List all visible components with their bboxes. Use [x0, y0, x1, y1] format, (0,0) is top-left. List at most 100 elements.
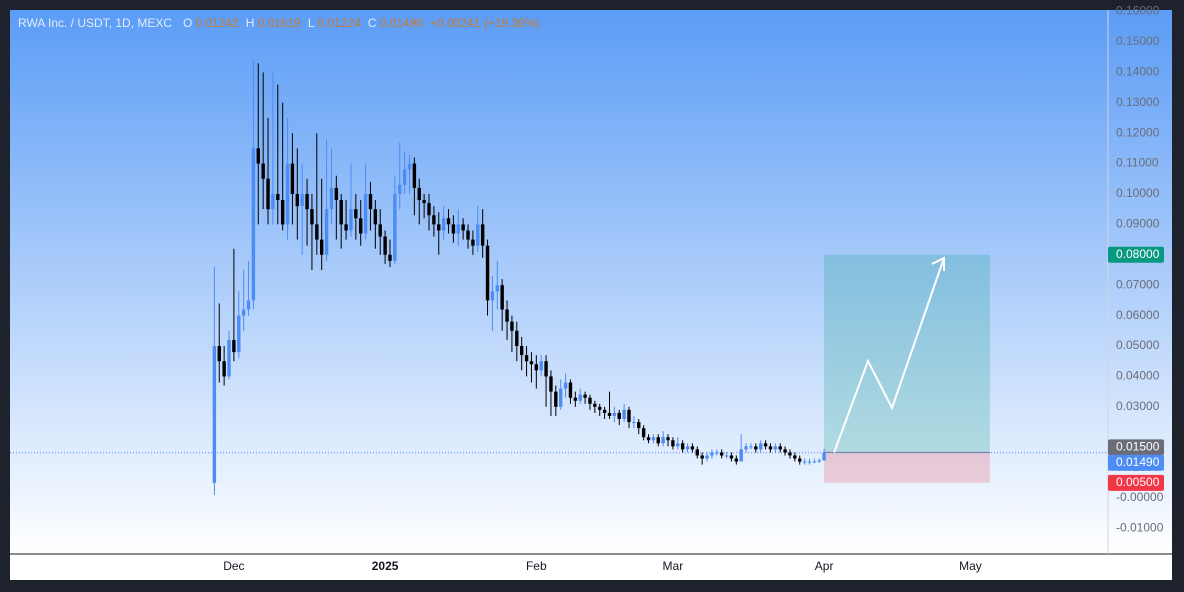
price-label-bg [1108, 454, 1164, 471]
header-text: 0.01619 [257, 16, 301, 30]
candle-body [285, 163, 290, 225]
candle-body [427, 203, 431, 216]
candle-body [749, 446, 753, 448]
candle-body [500, 285, 504, 310]
candle-body [554, 391, 558, 407]
price-label-bg [1108, 474, 1164, 491]
y-tick-label: 0.04000 [1116, 369, 1160, 383]
candle-body [451, 224, 456, 234]
candle-body [641, 428, 646, 438]
candle-body [232, 339, 236, 353]
candle-body [539, 361, 543, 371]
candle-body [788, 452, 792, 456]
candle-body [705, 455, 709, 459]
candle-body [563, 382, 568, 389]
candle-body [812, 461, 817, 463]
candle-body [588, 397, 592, 404]
candle-body [466, 230, 470, 240]
candle-body [666, 437, 670, 441]
candle-body [515, 330, 519, 347]
candle-body [276, 193, 280, 201]
y-tick-label: 0.10000 [1116, 186, 1160, 200]
candle-body [402, 169, 407, 185]
candle-body [422, 200, 426, 204]
candle-body [261, 163, 265, 179]
candle-body [754, 446, 758, 450]
candle-body [700, 455, 704, 459]
candle-body [768, 446, 773, 450]
y-tick-label: 0.12000 [1116, 125, 1160, 139]
candle-body [739, 449, 743, 462]
projection-arrow [833, 257, 945, 453]
candle-body [398, 184, 402, 194]
x-tick-label: Apr [815, 559, 834, 573]
candle-body [315, 224, 319, 240]
candle-body [622, 409, 626, 419]
candle-body [793, 455, 797, 459]
y-tick-label: -0.00000 [1116, 490, 1164, 504]
candle-body [407, 163, 412, 170]
candle-body [393, 193, 397, 261]
candle-body [373, 209, 378, 225]
y-tick-label: 0.13000 [1116, 95, 1160, 109]
y-tick-label: 0.03000 [1116, 399, 1160, 413]
candle-body [758, 443, 763, 450]
price-label: 0.08000 [1116, 247, 1160, 261]
candle-body [344, 224, 348, 231]
candle-body [310, 209, 314, 225]
candle-body [485, 245, 490, 301]
candle-body [802, 461, 807, 463]
y-tick-label: 0.14000 [1116, 65, 1160, 79]
candle-body [256, 148, 260, 164]
candle-body [602, 409, 607, 413]
candle-body [446, 218, 451, 225]
plot-background [10, 10, 1172, 554]
candle-body [480, 224, 485, 246]
candle-body [319, 239, 324, 255]
candle-body [241, 309, 246, 316]
candle-body [656, 437, 660, 444]
candle-body [661, 437, 665, 444]
candle-body [388, 254, 392, 261]
candle-body [744, 446, 748, 450]
candle-body [510, 321, 514, 331]
candle-body [519, 346, 524, 356]
candle-body [471, 239, 475, 246]
candle-body [734, 458, 739, 462]
x-tick-label: May [959, 559, 982, 573]
candle-body [329, 187, 334, 210]
candle-body [685, 446, 690, 450]
candle-body [441, 218, 446, 231]
candle-body [559, 388, 563, 407]
header-text: O [183, 16, 192, 30]
candle-body [617, 412, 621, 419]
y-tick-label: 0.09000 [1116, 217, 1160, 231]
candle-body [798, 458, 802, 462]
candle-body [637, 422, 641, 429]
candle-body [729, 455, 734, 459]
candle-body [544, 361, 548, 377]
y-tick-label: 0.06000 [1116, 308, 1160, 322]
candle-body [778, 446, 782, 450]
candle-body [300, 193, 304, 207]
candle-body [598, 406, 602, 410]
price-label: 0.00500 [1116, 475, 1160, 489]
candle-body [368, 193, 373, 210]
x-tick-label: Dec [223, 559, 244, 573]
candle-body [237, 315, 241, 353]
candle-body [568, 382, 573, 398]
candle-body [461, 224, 465, 231]
candle-body [690, 446, 695, 450]
header: RWA Inc. / USDT, 1D, MEXC O 0.01242 H 0.0161… [18, 16, 539, 30]
arrow-head [931, 256, 945, 271]
candle-body [549, 376, 553, 392]
header-text: L [308, 16, 315, 30]
candle-body [583, 394, 587, 398]
price-label-bg [1108, 439, 1164, 456]
stop-zone [824, 452, 990, 483]
candle-body [505, 309, 509, 322]
header-text: 0.01224 [318, 16, 362, 30]
header-text: RWA Inc. / USDT, 1D, MEXC [18, 16, 172, 30]
candle-body [763, 443, 768, 447]
